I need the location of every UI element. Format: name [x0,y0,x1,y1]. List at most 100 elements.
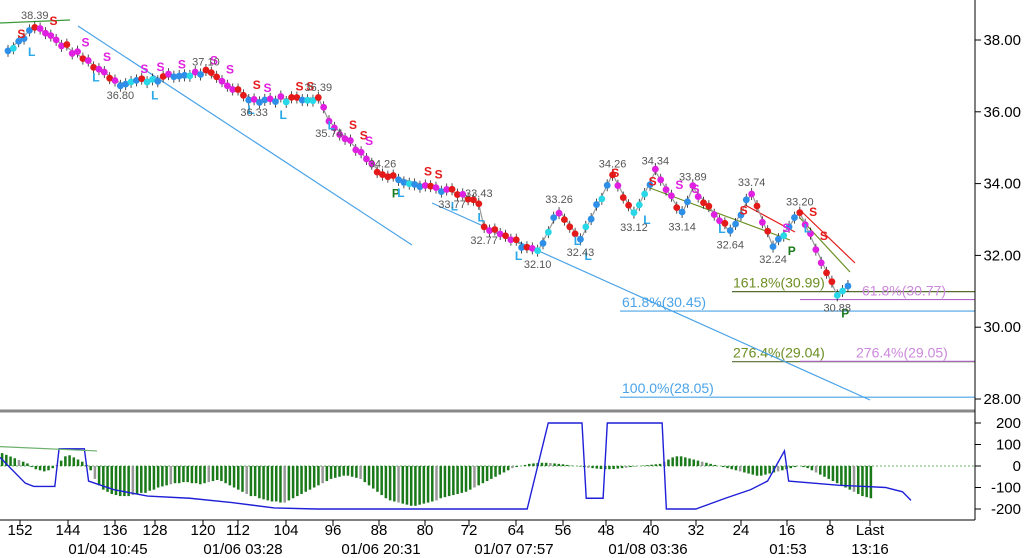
candle-marker [475,200,483,208]
fib-level-label: 100.0%(28.05) [622,380,714,396]
candle-marker [678,208,686,216]
signal-l: L [584,249,591,263]
x-tick-label: 24 [733,522,750,539]
x-tick-label: 48 [598,522,615,539]
swing-label: 35.74 [315,128,343,140]
candle-marker [443,186,451,193]
candle-marker [74,48,81,55]
candle-marker [159,73,167,80]
price-axis-ticks: 28.00 30.00 32.00 34.00 36.00 38.00 [975,32,1021,408]
candle-marker [796,209,804,217]
signal-l: L [515,249,522,263]
candle-marker [598,195,606,203]
candle-marker [357,148,365,156]
price-tick-label: 30.00 [983,319,1021,336]
signal-s-red: S [820,229,828,243]
green-channel-line-2 [799,217,851,273]
candle-marker [181,71,188,79]
swing-label: 36.80 [107,90,135,102]
candle-marker [384,173,392,181]
candle-marker [812,246,820,254]
candle-marker [234,86,242,93]
candle-marker [320,103,328,111]
candle-marker [405,180,413,188]
candle-marker [528,244,536,252]
candle-marker [448,185,456,193]
candle-marker [223,82,231,90]
oscillator-line [0,422,912,510]
x-tick-label: 8 [826,522,834,539]
candle-marker [839,287,846,295]
candle-marker [47,32,55,39]
candle-marker [817,259,825,267]
swing-label: 32.10 [524,259,552,271]
swing-label: 38.39 [21,10,49,22]
candle-marker [309,97,317,105]
candle-marker [668,192,675,200]
candle-marker [288,93,295,101]
candle-marker [427,182,435,190]
candle-marker [705,202,713,210]
candle-marker [304,96,311,104]
candle-marker [641,190,649,198]
candle-marker [721,219,729,227]
x-time-label: 01/04 10:45 [68,541,147,558]
candle-marker [282,98,290,106]
signal-s-red: S [649,174,657,188]
x-time-label: 01:53 [769,541,807,558]
candle-marker [207,69,215,77]
osc-tick-label: -100 [991,480,1021,497]
candle-marker [780,232,788,240]
signal-s-red: S [253,78,261,92]
candle-marker [689,182,697,189]
candle-marker [26,26,33,34]
candle-marker [577,235,584,243]
x-tick-label: 72 [461,522,478,539]
candle-marker [673,204,681,212]
candle-marker [63,41,71,48]
candle-marker [694,193,702,201]
candle-marker [411,181,418,188]
swing-label: 33.89 [679,172,707,184]
x-tick-label: 128 [142,522,167,539]
fibonacci-levels: 161.8%(30.99) 61.8%(30.77)61.8%(30.45)276… [620,275,975,398]
signal-p: P [841,307,849,321]
candle-marker [9,44,17,52]
swing-label: 34.34 [642,155,670,167]
swing-label: 32.24 [759,254,787,266]
candle-marker [833,291,841,299]
candle-marker [454,191,461,198]
candle-marker [571,230,579,238]
candle-marker [416,183,424,191]
candle-marker [609,171,616,179]
candle-marker [90,63,97,71]
signal-s-red: S [296,80,304,94]
candle-marker [149,75,156,83]
signal-s-red: S [349,118,357,132]
osc-line-path [0,422,912,510]
candle-marker [507,236,515,244]
signal-l: L [574,234,581,248]
candle-marker [646,181,654,189]
x-tick-label: 152 [7,522,32,539]
signal-s-red: S [306,79,314,93]
price-tick-label: 32.00 [983,247,1021,264]
candle-marker [42,29,49,37]
signal-s-red: S [740,204,748,218]
candle-marker [352,146,360,154]
signal-s-magenta: S [103,50,111,64]
candle-marker [844,282,852,290]
swing-label: 34.26 [599,158,627,170]
x-time-label: 13:16 [851,541,889,558]
swing-point-labels: 38.39 36.80 37.10 36.33 36.39 35.74 34.26 33.77… [21,10,851,315]
candle-marker [437,188,445,196]
price-bars [4,21,852,302]
signal-p: P [392,187,400,201]
fib-level-label: 161.8%(30.99) [733,275,825,291]
x-tick-label: 112 [226,522,250,539]
swing-label: 36.39 [305,82,333,94]
x-tick-label: 136 [102,522,127,539]
candle-marker [400,179,408,186]
candle-marker [657,176,665,184]
